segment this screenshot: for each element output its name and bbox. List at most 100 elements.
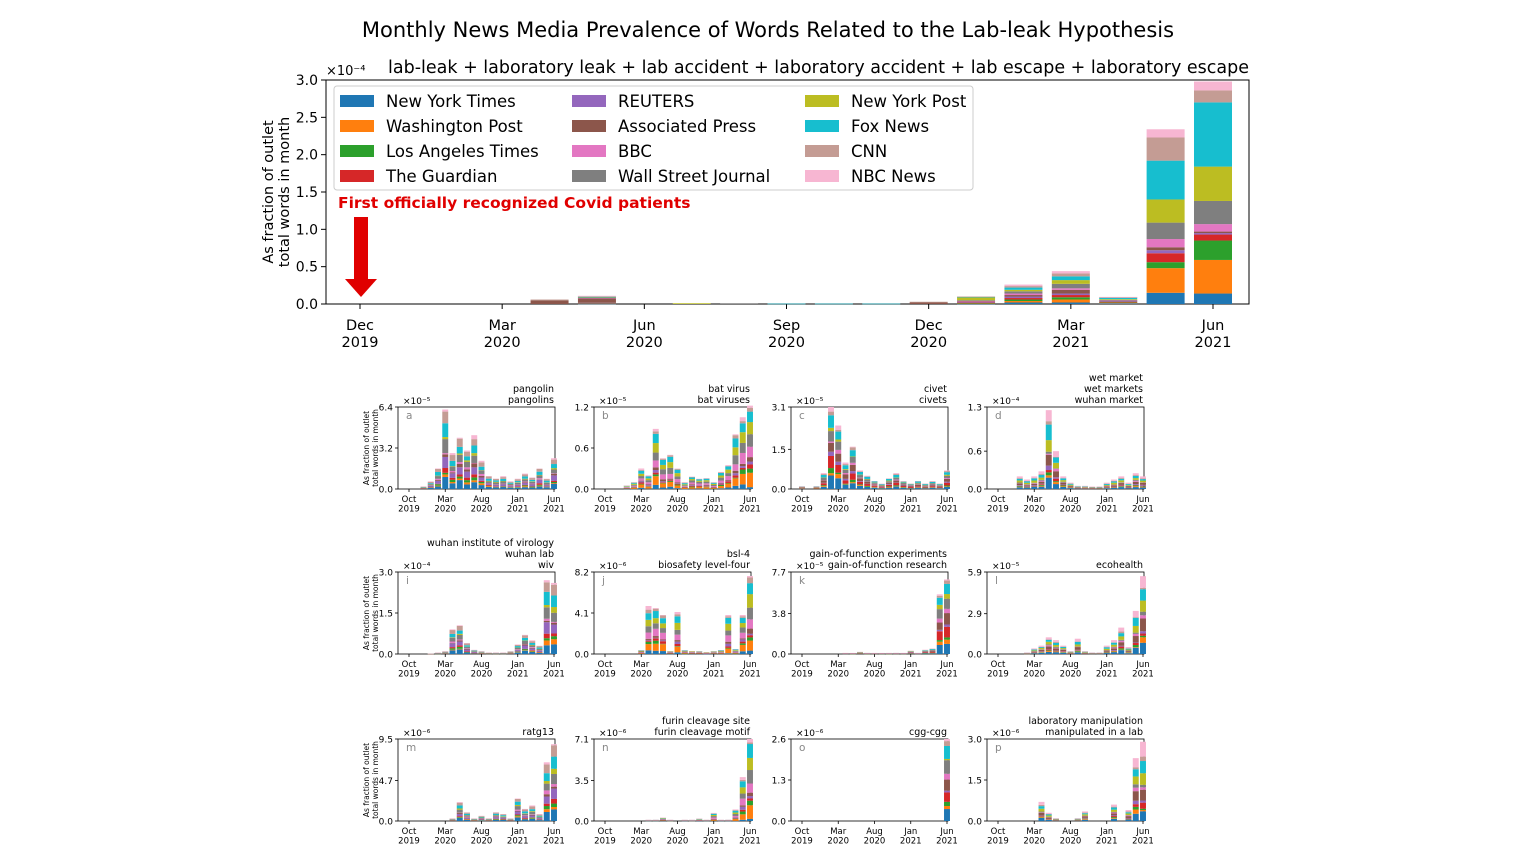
small-bar-segment bbox=[681, 487, 688, 489]
small-bar-segment bbox=[551, 803, 557, 807]
small-plot-frame bbox=[986, 738, 1145, 822]
small-bar-segment bbox=[1140, 800, 1146, 803]
small-bar-segment bbox=[1038, 480, 1045, 482]
small-bar-segment bbox=[696, 480, 703, 482]
small-bar-segment bbox=[718, 483, 724, 484]
main-bar-segment bbox=[957, 297, 996, 301]
small-bar-segment bbox=[944, 594, 950, 599]
small-bar-segment bbox=[1111, 640, 1117, 643]
small-bar-segment bbox=[929, 481, 936, 484]
small-ylabel: As fraction of outlettotal words in mont… bbox=[362, 741, 380, 819]
small-bar-segment bbox=[689, 484, 695, 486]
small-bar-segment bbox=[652, 638, 659, 641]
small-exponent: ×10⁻⁶ bbox=[599, 729, 627, 739]
small-bar-segment bbox=[543, 764, 550, 774]
small-bar-segment bbox=[857, 471, 863, 475]
small-bar-segment bbox=[543, 790, 550, 795]
small-bar-segment bbox=[645, 613, 652, 620]
small-bar-segment bbox=[1103, 652, 1110, 654]
small-bar-segment bbox=[529, 487, 536, 489]
small-bar-segment bbox=[747, 739, 753, 743]
small-ytick-label: 0.0 bbox=[379, 651, 394, 661]
small-bar-segment bbox=[464, 484, 470, 489]
small-bar-segment bbox=[828, 475, 834, 489]
small-bar-segment bbox=[1132, 481, 1139, 485]
small-bar-segment bbox=[456, 808, 463, 810]
small-bar-segment bbox=[500, 478, 507, 481]
small-bar-segment bbox=[710, 486, 717, 487]
main-bar-segment bbox=[1051, 288, 1090, 290]
small-bar-segment bbox=[828, 451, 834, 456]
small-bar-segment bbox=[471, 474, 478, 478]
small-xtick-label: Jan 2021 bbox=[507, 827, 529, 847]
small-ylabel: As fraction of outlettotal words in mont… bbox=[362, 409, 380, 487]
small-bar-segment bbox=[857, 485, 863, 489]
small-bar-segment bbox=[747, 405, 753, 408]
small-bar-segment bbox=[1111, 815, 1117, 817]
small-bar-segment bbox=[944, 583, 950, 595]
main-bar-segment bbox=[1051, 280, 1090, 284]
small-bar-segment bbox=[1038, 652, 1045, 654]
small-bar-segment bbox=[1125, 812, 1132, 814]
small-bar-segment bbox=[638, 653, 645, 654]
main-bar-segment bbox=[1051, 271, 1090, 274]
small-bar-segment bbox=[1038, 484, 1045, 486]
small-bar-segment bbox=[1103, 647, 1110, 649]
main-bar-segment bbox=[577, 296, 616, 298]
small-bar-segment bbox=[681, 651, 688, 652]
small-bar-segment bbox=[900, 483, 907, 485]
small-bar-segment bbox=[915, 487, 921, 489]
small-bar-segment bbox=[747, 633, 753, 636]
small-bar-segment bbox=[871, 487, 878, 489]
small-bar-segment bbox=[667, 478, 674, 480]
small-xtick-label: Mar 2020 bbox=[1023, 827, 1045, 847]
small-bar-segment bbox=[1031, 478, 1038, 481]
small-bar-segment bbox=[703, 480, 710, 482]
small-bar-segment bbox=[638, 470, 645, 474]
small-bar-segment bbox=[1132, 787, 1139, 792]
small-bar-segment bbox=[725, 647, 732, 649]
small-bar-segment bbox=[936, 640, 943, 642]
small-xtick-label: Oct 2019 bbox=[791, 827, 813, 847]
legend-swatch bbox=[340, 145, 374, 157]
main-xtick-label: Dec 2019 bbox=[342, 318, 379, 351]
small-bar-segment bbox=[529, 484, 536, 487]
small-bar-segment bbox=[820, 486, 827, 489]
small-bar-segment bbox=[857, 477, 863, 479]
small-bar-segment bbox=[1125, 650, 1132, 652]
main-bar-segment bbox=[1004, 284, 1043, 287]
small-bar-segment bbox=[543, 622, 550, 634]
small-bar-segment bbox=[543, 591, 550, 605]
small-bar-segment bbox=[1118, 485, 1125, 487]
small-bar-segment bbox=[529, 477, 536, 479]
small-bar-segment bbox=[828, 427, 834, 432]
small-bar-segment bbox=[1132, 636, 1139, 643]
small-bar-segment bbox=[681, 482, 688, 484]
small-bar-segment bbox=[944, 613, 950, 625]
small-xtick-label: Jan 2021 bbox=[1096, 495, 1118, 515]
small-bar-segment bbox=[551, 633, 557, 637]
small-bar-segment bbox=[442, 409, 449, 412]
small-bar-segment bbox=[907, 488, 914, 489]
small-bar-segment bbox=[1132, 475, 1139, 476]
small-bar-segment bbox=[1132, 479, 1139, 481]
small-bar-segment bbox=[1038, 816, 1045, 817]
small-bar-segment bbox=[1111, 812, 1117, 814]
small-bar-segment bbox=[907, 484, 914, 486]
small-bar-segment bbox=[1140, 808, 1146, 811]
small-ytick-label: 0.0 bbox=[968, 651, 983, 661]
small-bar-segment bbox=[543, 645, 550, 654]
small-bar-segment bbox=[522, 819, 528, 821]
small-bar-segment bbox=[725, 480, 732, 482]
small-bar-segment bbox=[747, 461, 753, 465]
small-xtick-label: Jun 2021 bbox=[936, 660, 958, 680]
small-bar-segment bbox=[652, 470, 659, 473]
small-bar-segment bbox=[1111, 484, 1117, 486]
small-bar-segment bbox=[1132, 813, 1139, 821]
small-bar-segment bbox=[442, 411, 449, 424]
small-bar-segment bbox=[471, 463, 478, 468]
small-bar-segment bbox=[725, 641, 732, 644]
small-bar-segment bbox=[1125, 482, 1132, 484]
legend-entry: BBC bbox=[618, 142, 652, 161]
small-bar-segment bbox=[710, 812, 717, 814]
